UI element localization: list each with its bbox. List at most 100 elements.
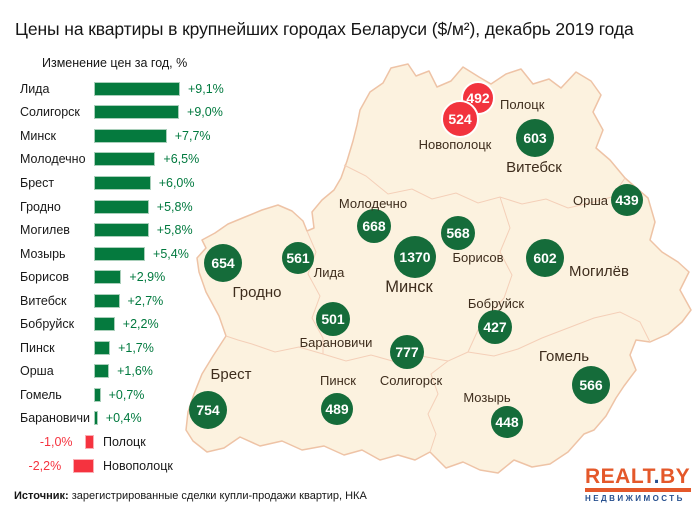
city-marker-group: 524 Новополоцк [419,100,492,152]
bar-value-label: +6,5% [163,152,200,167]
bar [94,364,110,379]
bar [94,81,180,96]
city-price-marker [390,335,424,369]
city-price-marker [611,184,643,216]
bar-city-label: Минск [20,128,57,143]
city-name-label: Полоцк [500,97,545,112]
city-price-marker [204,244,242,282]
bar [84,434,94,449]
city-price-label: 427 [483,319,507,335]
bar-chart-rows: Лида +9,1% Солигорск +9,0% Минск +7,7% Молодеч… [20,77,310,477]
city-price-marker [394,236,436,278]
city-name-label: Барановичи [300,335,373,350]
bar [94,199,149,214]
bar-row: Лида +9,1% [20,77,310,101]
city-price-label: 524 [448,111,472,127]
bar-value-label: +2,7% [127,293,164,308]
bar-value-label: +5,4% [153,246,189,261]
bar-city-label: Борисов [20,270,70,285]
city-price-marker [357,209,391,243]
city-marker-group: 439 Орша [573,184,643,216]
source-note: Источник: зарегистрированные сделки купл… [14,490,367,502]
realt-logo-wordmark: REALT.BY [585,466,691,487]
bar [94,270,122,285]
bar-value-label: +2,2% [122,317,159,332]
city-marker-group: 489 Пинск [320,373,356,425]
city-price-marker [321,393,353,425]
city-price-label: 754 [196,402,220,418]
bar-city-label: Солигорск [20,105,80,120]
bar-row: Могилев +5,8% [20,218,310,242]
city-name-label: Могилёв [569,263,629,280]
city-markers-layer: 492 Полоцк 524 Новополоцк 603 Витебск 439 Орша 6… [189,81,643,438]
logo-dot: . [653,465,660,488]
bar-chart-title: Изменение цен за год, % [42,56,188,70]
city-name-label: Пинск [320,373,356,388]
city-name-label: Молодечно [339,196,407,211]
city-marker-group: 448 Мозырь [463,390,523,438]
region-border-mogilev-gomel [467,311,651,357]
city-price-marker [478,310,512,344]
bar-city-label: Новополоцк [102,458,173,473]
city-price-marker [572,366,610,404]
city-price-marker [526,239,564,277]
bar-value-label: -2,2% [28,458,62,473]
city-name-label: Брест [211,366,252,383]
bar-row: Минск +7,7% [20,124,310,148]
bar [94,128,167,143]
country-shape-belarus [185,63,692,474]
bar-value-label: +5,8% [156,223,193,238]
city-name-label: Гродно [232,284,281,301]
bar [94,317,115,332]
city-name-label: Солигорск [380,373,443,388]
city-price-label: 654 [211,255,235,271]
logo-underline [585,488,691,492]
city-name-label: Бобруйск [468,296,525,311]
city-price-label: 489 [325,401,349,417]
bar-city-label: Мозырь [20,246,66,261]
city-price-label: 1370 [399,249,430,265]
bar-city-label: Брест [20,175,55,190]
city-marker-group: 566 Гомель [539,348,610,404]
bar-city-label: Витебск [20,293,67,308]
bar-value-label: +9,1% [187,81,224,96]
city-name-label: Орша [573,193,609,208]
bar-row: Гомель +0,7% [20,383,310,407]
realt-logo: REALT.BY НЕДВИЖИМОСТЬ [585,466,691,503]
city-marker-group: 568 Борисов [441,216,504,265]
city-price-marker [282,242,314,274]
bar [94,387,101,402]
city-price-marker [441,100,479,138]
bar-value-label: +2,9% [129,270,166,285]
city-price-marker [189,391,227,429]
bar [94,340,111,355]
bar [94,105,180,120]
bar-city-label: Орша [20,364,54,379]
bar [94,411,98,426]
bar-value-label: +5,8% [156,199,193,214]
bar [73,458,94,473]
city-name-label: Минск [385,278,433,296]
city-price-marker [516,119,554,157]
city-name-label: Борисов [452,250,503,265]
city-price-label: 602 [533,250,557,266]
region-border-grodno-brest [225,335,324,355]
bar [94,246,146,261]
bar [94,293,120,308]
city-marker-group: 492 Полоцк [461,81,545,115]
bar-value-label: +7,7% [174,128,211,143]
bar-city-label: Пинск [20,340,55,355]
logo-by-text: BY [659,465,691,488]
bar-city-label: Лида [20,81,50,96]
bar-row: -1,0% Полоцк [20,430,310,454]
city-name-label: Гомель [539,348,589,365]
region-border-vitebsk-south [343,164,626,209]
bar-row: Орша +1,6% [20,360,310,384]
bar-city-label: Бобруйск [20,317,75,332]
city-price-label: 568 [446,225,470,241]
bar [94,152,156,167]
bar [94,175,151,190]
bar-row: Пинск +1,7% [20,336,310,360]
city-price-label: 561 [286,250,310,266]
